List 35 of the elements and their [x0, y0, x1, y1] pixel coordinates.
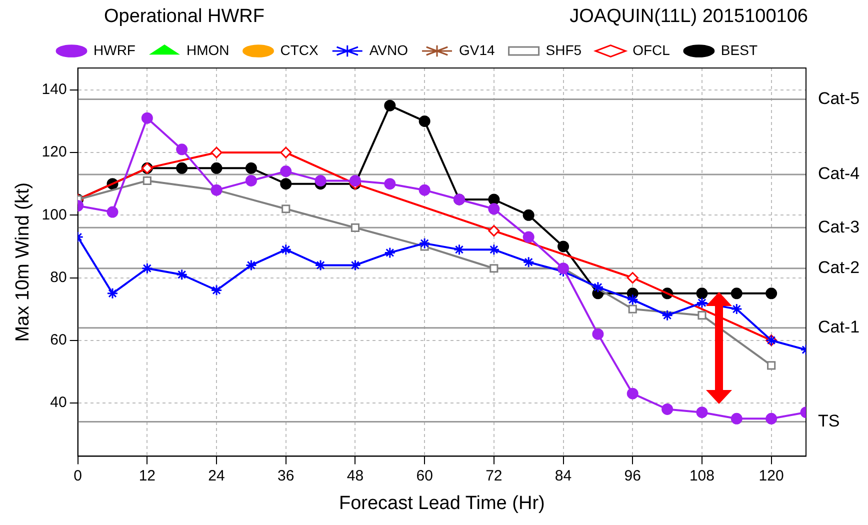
y-tick-label: 60 [50, 332, 67, 349]
ref-line-label: Cat-1 [818, 318, 860, 337]
ref-line-label: Cat-3 [818, 217, 860, 236]
ref-line-label: Cat-5 [818, 88, 860, 108]
legend-label: CTCX [280, 42, 320, 58]
x-tick-label: 72 [486, 467, 502, 484]
chart-subtitle: JOAQUIN(11L) 2015100106 [570, 6, 808, 28]
legend-label: SHF5 [546, 42, 582, 58]
legend-label: BEST [720, 42, 758, 58]
y-tick-label: 40 [50, 394, 67, 412]
x-tick-label: 60 [416, 467, 433, 484]
legend-label: HMON [186, 42, 230, 58]
legend-label: AVNO [369, 42, 408, 58]
x-tick-label: 24 [208, 467, 225, 484]
x-tick-label: 96 [624, 467, 641, 484]
legend-label: GV14 [459, 42, 496, 58]
x-tick-label: 12 [138, 467, 156, 484]
y-tick-label: 80 [50, 268, 67, 286]
y-axis-title: Max 10m Wind (kt) [12, 182, 34, 342]
x-tick-label: 120 [758, 467, 784, 484]
x-axis-title: Forecast Lead Time (Hr) [338, 492, 545, 514]
x-tick-label: 48 [346, 467, 364, 484]
y-tick-label: 100 [42, 206, 67, 224]
x-tick-label: 108 [689, 467, 714, 484]
x-tick-label: 84 [554, 467, 572, 484]
chart-title: Operational HWRF [104, 6, 264, 28]
ref-line-label: Cat-2 [818, 258, 860, 278]
legend-label: OFCL [632, 42, 670, 58]
x-tick-label: 36 [278, 467, 294, 484]
legend-label: HWRF [94, 42, 136, 58]
y-tick-label: 120 [42, 144, 67, 161]
x-tick-label: 0 [74, 467, 82, 484]
ref-line-label: TS [818, 411, 840, 430]
y-tick-label: 140 [42, 81, 67, 98]
ref-line-label: Cat-4 [818, 164, 860, 184]
